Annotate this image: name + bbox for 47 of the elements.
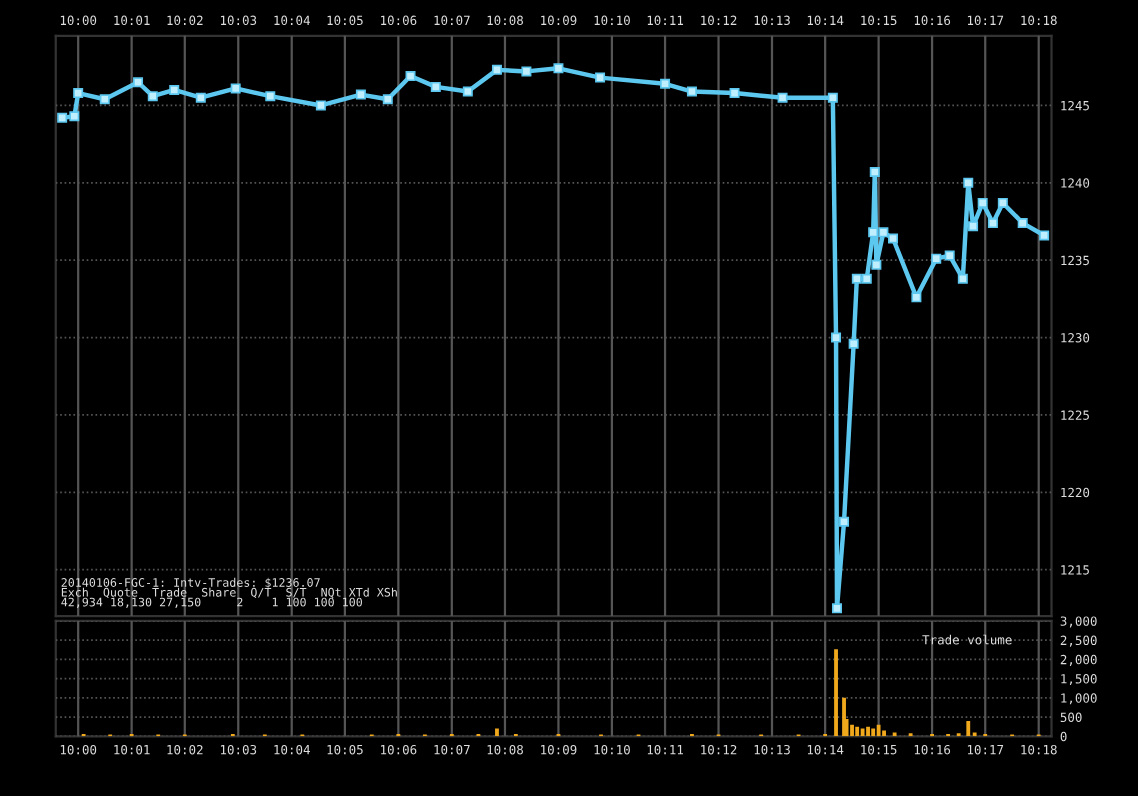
point: [73, 88, 84, 99]
point: [968, 221, 979, 232]
point: [133, 77, 144, 88]
point: [729, 88, 740, 99]
point: [861, 273, 872, 284]
point: [57, 112, 68, 123]
point: [1017, 218, 1028, 229]
point: [462, 86, 473, 97]
point: [169, 84, 180, 95]
point: [686, 86, 697, 97]
point: [1039, 230, 1050, 241]
point: [195, 92, 206, 103]
point: [944, 250, 955, 261]
point: [265, 91, 276, 102]
point: [382, 94, 393, 105]
point: [553, 63, 564, 74]
point: [831, 603, 842, 614]
point: [963, 177, 974, 188]
point: [987, 218, 998, 229]
point: [831, 332, 842, 343]
point: [827, 92, 838, 103]
point: [851, 273, 862, 284]
point: [957, 273, 968, 284]
point: [868, 227, 879, 238]
point: [977, 197, 988, 208]
point: [848, 338, 859, 349]
point: [888, 233, 899, 244]
point: [871, 259, 882, 270]
point: [997, 197, 1008, 208]
point: [405, 71, 416, 82]
point: [931, 253, 942, 264]
point: [99, 94, 110, 105]
point: [869, 166, 880, 177]
point: [878, 227, 889, 238]
point: [315, 100, 326, 111]
point: [430, 81, 441, 92]
point: [491, 64, 502, 75]
point: [777, 92, 788, 103]
point: [521, 66, 532, 77]
point: [69, 111, 80, 122]
point: [595, 72, 606, 83]
point: [839, 516, 850, 527]
point: [230, 83, 241, 94]
point: [147, 91, 158, 102]
point: [355, 89, 366, 100]
point: [911, 292, 922, 303]
point: [660, 78, 671, 89]
